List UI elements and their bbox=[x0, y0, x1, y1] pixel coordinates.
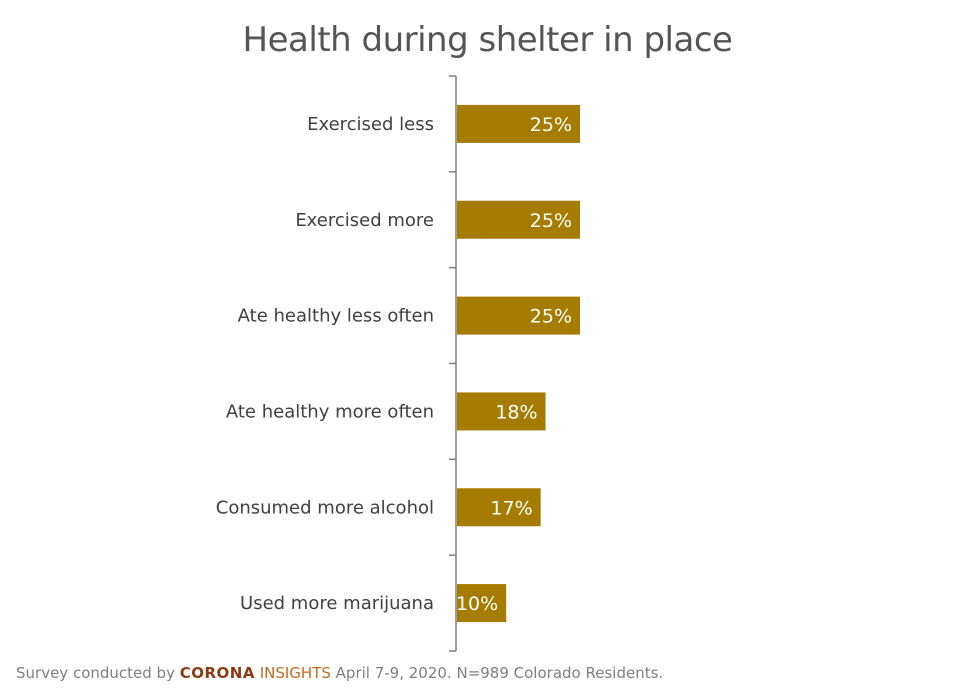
footer-suffix: April 7-9, 2020. N=989 Colorado Resident… bbox=[330, 664, 664, 682]
footer-brand-corona: CORONA bbox=[179, 664, 255, 682]
data-label: 25% bbox=[530, 114, 572, 136]
bar bbox=[457, 488, 541, 527]
data-label: 17% bbox=[490, 497, 532, 519]
category-label: Ate healthy more often bbox=[226, 401, 434, 422]
category-label: Exercised less bbox=[307, 114, 434, 135]
bar bbox=[457, 392, 546, 431]
bar bbox=[457, 584, 507, 623]
data-label: 10% bbox=[456, 593, 498, 615]
data-label: 25% bbox=[530, 306, 572, 328]
data-label: 25% bbox=[530, 210, 572, 232]
data-label: 18% bbox=[495, 401, 537, 423]
footer-brand-insights: INSIGHTS bbox=[254, 664, 331, 682]
bars-layer bbox=[457, 104, 580, 623]
category-label: Exercised more bbox=[295, 210, 434, 231]
category-label: Consumed more alcohol bbox=[216, 497, 434, 518]
category-axis bbox=[449, 75, 457, 652]
labels-layer: Exercised less 25% Exercised more 25% Ate he… bbox=[216, 114, 572, 615]
bar bbox=[457, 104, 580, 143]
chart-title: Health during shelter in place bbox=[242, 20, 733, 60]
footer-note: Survey conducted by CORONA INSIGHTS Apri… bbox=[16, 664, 663, 682]
footer-prefix: Survey conducted by bbox=[16, 664, 180, 682]
bar bbox=[457, 296, 580, 335]
category-label: Used more marijuana bbox=[240, 593, 434, 614]
bar bbox=[457, 200, 580, 239]
category-label: Ate healthy less often bbox=[238, 306, 434, 327]
